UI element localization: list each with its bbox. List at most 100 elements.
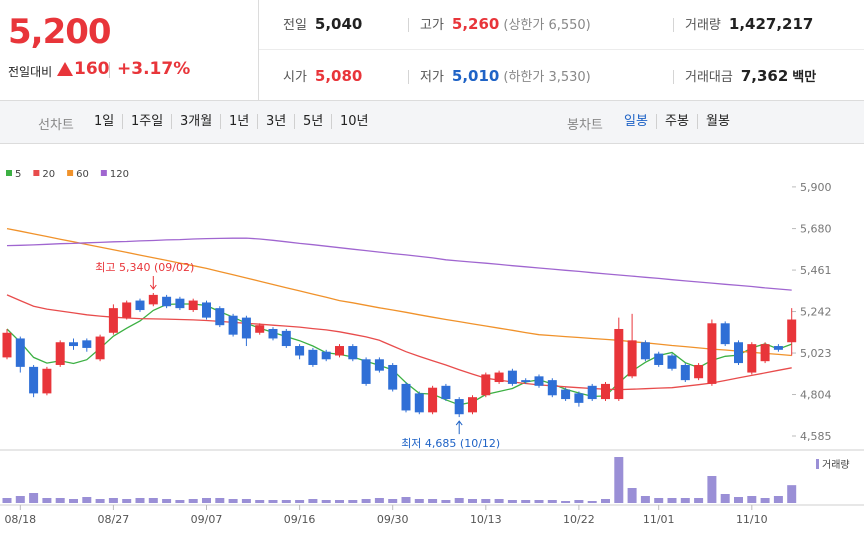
candle-body: [680, 364, 690, 381]
candle-chart-label: 봉차트: [567, 118, 603, 133]
period-button[interactable]: 1일: [94, 114, 115, 129]
volume-bar: [2, 498, 12, 503]
legend-swatch: [6, 170, 12, 176]
candle-body: [401, 383, 411, 411]
stat: 시가 5,080: [283, 66, 362, 85]
candle-body: [215, 308, 225, 326]
candle-body: [122, 302, 132, 318]
period-button[interactable]: 1주일: [122, 114, 171, 129]
candle-body: [108, 308, 118, 333]
volume-bar: [627, 488, 637, 503]
candle-body: [335, 346, 344, 356]
stat-label: 거래대금: [685, 70, 733, 85]
volume-bar: [108, 498, 118, 503]
candle-body: [95, 336, 105, 360]
change: 160: [74, 59, 110, 79]
candle-body: [561, 389, 571, 400]
high-annotation: 최고 5,340 (09/02): [95, 261, 194, 274]
candle-body: [188, 300, 198, 311]
stat-value: 5,080: [314, 67, 363, 85]
candle-body: [614, 328, 624, 400]
period-button[interactable]: 1년: [220, 114, 257, 129]
volume-bar: [561, 501, 571, 503]
separator: [109, 62, 110, 78]
y-tick-label: 5,242: [800, 306, 832, 319]
stat: 전일 5,040: [283, 14, 362, 33]
x-tick-label: 10/22: [563, 513, 595, 526]
volume-bar: [15, 496, 25, 503]
volume-bar: [640, 496, 650, 503]
stat-note: (하한가 3,530): [503, 70, 591, 85]
volume-bar: [574, 500, 584, 503]
stat: 거래대금 7,362 백만: [685, 66, 816, 85]
period-button[interactable]: 10년: [331, 114, 377, 129]
y-tick-label: 5,900: [800, 181, 832, 194]
candle-body: [374, 359, 384, 371]
volume-bar: [707, 476, 717, 503]
candle-body: [667, 355, 677, 369]
volume-bar: [614, 457, 624, 503]
candle-body: [534, 376, 544, 386]
change-percent: +3.17%: [117, 59, 191, 79]
legend-swatch: [67, 170, 74, 176]
moving-average-line: [6, 303, 792, 406]
volume-bar: [255, 500, 265, 503]
stats-panel: 전일 5,040 고가 5,260 (상한가 6,550) 거래량 1,427,217 시가 5…: [259, 0, 864, 101]
candle-body: [348, 346, 358, 360]
x-tick-label: 11/10: [736, 513, 768, 526]
candle-body: [441, 385, 451, 400]
y-tick-label: 4,804: [800, 389, 832, 402]
volume-bar: [308, 499, 318, 503]
candle-body: [241, 317, 251, 339]
legend-label: 20: [42, 169, 55, 180]
volume-bar: [534, 500, 544, 503]
candle-body: [787, 319, 797, 343]
x-tick-label: 08/18: [4, 513, 36, 526]
candle-body: [135, 300, 145, 311]
volume-bar: [241, 499, 251, 503]
volume-bar: [428, 499, 438, 503]
volume-bar: [760, 498, 770, 503]
candle-body: [507, 370, 517, 384]
candle-period-button[interactable]: 일봉: [624, 114, 648, 129]
stat-label: 고가: [420, 18, 444, 33]
volume-bar: [348, 500, 358, 503]
volume-bar: [268, 500, 278, 503]
candle-period-button[interactable]: 월봉: [697, 114, 738, 129]
legend-label: 5: [15, 169, 21, 180]
volume-bar: [29, 493, 39, 503]
volume-bar: [374, 498, 384, 503]
toolbar: 선차트 1일 1주일 3개월 1년 3년 5년 10년 봉차트 일봉 주봉 월봉: [0, 101, 864, 144]
up-triangle: [57, 62, 73, 76]
volume-bar: [55, 498, 65, 503]
row-separator: [259, 49, 864, 50]
candle-body: [295, 346, 305, 356]
candle-body: [281, 330, 291, 347]
candle-body: [148, 294, 158, 305]
current-price: 5,200: [8, 12, 112, 52]
candle-body: [255, 325, 265, 333]
volume-bar: [680, 498, 690, 503]
volume-bar: [388, 499, 398, 503]
volume-bar: [95, 499, 105, 503]
stat-label: 저가: [420, 70, 444, 85]
volume-bar: [135, 498, 145, 503]
period-button[interactable]: 3개월: [171, 114, 220, 129]
candle-body: [707, 323, 717, 384]
candle-period-button[interactable]: 주봉: [656, 114, 697, 129]
candle-body: [547, 380, 557, 396]
volume-bar: [454, 498, 464, 503]
volume-bar: [335, 500, 344, 503]
volume-bar: [441, 500, 451, 503]
candle-body: [321, 351, 331, 360]
stat-value: 5,040: [314, 15, 363, 33]
volume-bar: [361, 499, 371, 503]
y-tick-label: 4,585: [800, 430, 832, 443]
volume-bar: [667, 498, 677, 503]
candle-body: [654, 353, 664, 365]
volume-bar: [547, 500, 557, 503]
x-tick-label: 09/30: [377, 513, 409, 526]
period-button[interactable]: 3년: [257, 114, 294, 129]
period-button[interactable]: 5년: [294, 114, 331, 129]
